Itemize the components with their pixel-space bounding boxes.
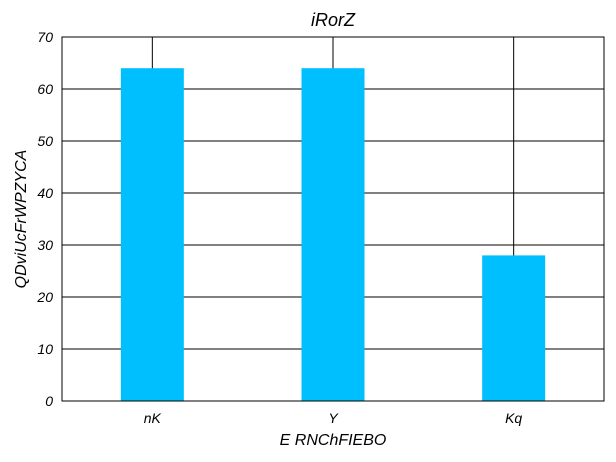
y-tick-label: 40: [37, 185, 53, 201]
chart-title: iRorZ: [311, 10, 356, 30]
y-axis-label: QDviUcFrWPZYCA: [13, 150, 30, 289]
y-tick-label: 10: [37, 341, 53, 357]
y-tick-labels: 0 10 20 30 40 50 60 70: [36, 29, 53, 409]
y-tick-label: 70: [37, 29, 53, 45]
x-tick-label: Kq: [505, 410, 522, 426]
y-tick-label: 0: [45, 393, 53, 409]
x-tick-label: nK: [144, 410, 162, 426]
y-tick-label: 30: [37, 237, 53, 253]
bar-kq: [482, 255, 546, 401]
bar-layer: [120, 68, 546, 401]
x-tick-label: Y: [328, 410, 339, 426]
x-axis-label: E RNChFIEBO: [280, 432, 387, 449]
y-tick-label: 60: [37, 81, 53, 97]
plot-area-frame: [61, 36, 605, 402]
bar-nk: [120, 68, 184, 401]
bar-y: [301, 68, 365, 401]
y-tick-label: 50: [37, 133, 53, 149]
x-tick-labels: nK Y Kq: [144, 410, 523, 426]
y-tick-label: 20: [36, 289, 53, 305]
